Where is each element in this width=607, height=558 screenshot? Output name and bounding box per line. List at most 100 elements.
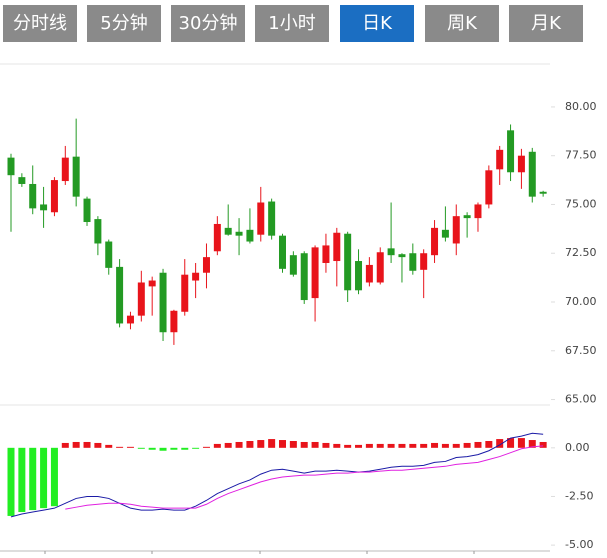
candle-body — [528, 151, 536, 197]
candle-body — [72, 156, 80, 197]
candle-body — [126, 315, 134, 324]
y-tick-label: -2.50 — [565, 489, 593, 502]
macd-bar — [528, 440, 536, 448]
dea-line — [65, 445, 544, 510]
candle-body — [116, 266, 124, 324]
candle-body — [83, 198, 91, 223]
tab-label[interactable]: 1小时 — [268, 13, 315, 34]
y-tick-label: 75.00 — [565, 197, 597, 210]
tab-label[interactable]: 30分钟 — [179, 13, 238, 34]
macd-bar — [333, 443, 341, 448]
macd-bar — [441, 443, 449, 448]
tab-label[interactable]: 周K — [447, 13, 478, 34]
candle-body — [333, 232, 341, 262]
candle-body — [29, 183, 37, 209]
tab[interactable] — [87, 5, 161, 42]
macd-bar — [452, 443, 460, 448]
macd-bar — [29, 447, 37, 511]
macd-bar — [463, 442, 471, 448]
candle-body — [148, 280, 156, 287]
candle-body — [170, 310, 178, 333]
tab-label[interactable]: 5分钟 — [100, 13, 147, 34]
macd-bar — [246, 441, 254, 448]
candle-body — [344, 233, 352, 291]
macd-bar — [83, 441, 91, 448]
macd-bar — [202, 446, 210, 448]
candle-body — [539, 191, 547, 194]
candle-body — [192, 272, 200, 281]
macd-bar — [94, 442, 102, 448]
macd-bar — [40, 447, 48, 509]
tab[interactable] — [255, 5, 329, 42]
macd-bar — [279, 440, 286, 448]
macd-bar — [485, 441, 493, 448]
macd-bar — [50, 447, 58, 507]
dif-line — [10, 432, 544, 518]
macd-bar — [431, 442, 439, 448]
tab[interactable] — [340, 5, 414, 42]
macd-bar — [474, 441, 482, 448]
candle-body — [279, 235, 286, 269]
macd-bar — [170, 447, 178, 450]
candle-body — [61, 157, 69, 182]
candle-body — [257, 202, 265, 235]
tab[interactable] — [171, 5, 245, 42]
macd-bar — [268, 439, 276, 448]
macd-bar — [311, 441, 319, 448]
candle-body — [431, 227, 439, 256]
tab-label[interactable]: 月K — [531, 13, 562, 34]
candle-body — [202, 257, 210, 273]
y-tick-label: 70.00 — [565, 295, 597, 308]
macd-bar — [517, 438, 525, 448]
macd-bar — [344, 444, 352, 448]
candle-body — [507, 130, 515, 173]
tab[interactable] — [425, 5, 499, 42]
candle-body — [517, 155, 525, 173]
macd-bar — [159, 447, 167, 451]
candle-body — [224, 227, 232, 235]
tab-label[interactable]: 日K — [362, 13, 393, 34]
y-tick-label: 80.00 — [565, 100, 597, 113]
y-tick-label: 77.50 — [565, 149, 597, 162]
candle-body — [496, 149, 504, 170]
tab-label[interactable]: 分时线 — [13, 13, 67, 34]
candle-body — [322, 245, 330, 263]
y-tick-label: 0.00 — [565, 441, 590, 454]
candle-body — [441, 229, 449, 238]
macd-bar — [192, 447, 200, 449]
candle-body — [300, 253, 308, 301]
tab[interactable] — [3, 5, 77, 42]
candle-body — [181, 274, 189, 312]
macd-bar — [137, 447, 145, 449]
candle-body — [311, 247, 319, 299]
candle-body — [7, 157, 15, 176]
y-tick-label: 65.00 — [565, 393, 597, 406]
macd-bar — [61, 442, 69, 448]
candle-body — [376, 252, 384, 283]
macd-bar — [257, 440, 265, 448]
tab[interactable] — [509, 5, 583, 42]
macd-bar — [300, 441, 308, 448]
candle-body — [18, 177, 26, 184]
macd-bar — [235, 441, 243, 448]
candle-body — [137, 282, 145, 316]
candle-body — [159, 272, 167, 333]
macd-bar — [496, 439, 504, 448]
macd-bar — [355, 444, 363, 448]
macd-bar — [539, 441, 547, 448]
candle-body — [420, 253, 428, 270]
macd-bar — [289, 441, 297, 448]
candle-body — [365, 264, 373, 283]
macd-bar — [7, 447, 15, 516]
y-tick-label: 72.50 — [565, 246, 597, 259]
macd-bar — [398, 443, 406, 448]
candle-body — [235, 231, 243, 236]
candle-body — [105, 241, 113, 268]
macd-bar — [116, 446, 124, 448]
macd-bar — [365, 443, 373, 448]
macd-bar — [126, 446, 134, 448]
macd-bar — [387, 443, 395, 448]
macd-bar — [148, 447, 156, 450]
